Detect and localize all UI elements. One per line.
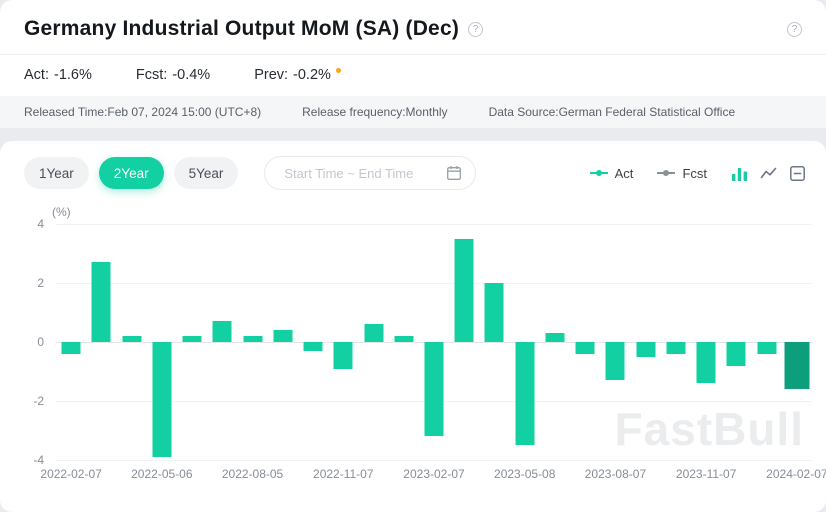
page-title: Germany Industrial Output MoM (SA) (Dec): [24, 17, 460, 40]
stats-row: Act: -1.6% Fcst: -0.4% Prev: -0.2%: [0, 55, 826, 96]
legend-fcst-label: Fcst: [682, 165, 707, 181]
x-axis-label: 2022-05-06: [131, 467, 193, 481]
x-axis-label: 2023-05-08: [494, 467, 556, 481]
x-axis-label: 2024-02-07: [766, 467, 826, 481]
chart-card: 1Year 2Year 5Year Start Time ~ End Time: [0, 141, 826, 512]
bar[interactable]: [545, 333, 565, 342]
bar[interactable]: [394, 336, 414, 342]
chart-type-switcher: [731, 165, 806, 182]
gridline: [56, 460, 812, 461]
act-value: -1.6%: [53, 67, 92, 83]
stat-forecast: Fcst: -0.4%: [136, 67, 210, 83]
bar[interactable]: [696, 342, 716, 384]
y-axis-label: 4: [37, 217, 44, 231]
act-label: Act:: [24, 67, 49, 83]
prev-value: -0.2%: [293, 67, 331, 83]
bar[interactable]: [454, 238, 474, 342]
calendar-icon: [446, 165, 462, 181]
chart: (%) 4 2 0 -2 -4 FastBull 2022-02-07 2022-05-0…: [0, 200, 826, 512]
bar[interactable]: [243, 336, 263, 342]
y-axis-label: 2: [37, 276, 44, 290]
x-axis-label: 2023-11-07: [675, 467, 737, 481]
bar[interactable]: [333, 342, 353, 369]
bar[interactable]: [636, 342, 656, 357]
legend-item-act[interactable]: Act: [589, 165, 634, 181]
revision-dot: [335, 68, 341, 73]
chart-grid: 4 2 0 -2 -4 FastBull 2022-02-07 2022-05-06 202…: [14, 217, 826, 481]
bar[interactable]: [152, 342, 172, 458]
chart-toolbar: 1Year 2Year 5Year Start Time ~ End Time: [0, 141, 826, 200]
legend: Act Fcst: [589, 165, 707, 181]
bar[interactable]: [575, 342, 595, 354]
fcst-value: -0.4%: [172, 67, 211, 83]
release-frequency: Release frequency:Monthly: [302, 105, 448, 119]
gridline: [56, 224, 812, 225]
date-range-placeholder: Start Time ~ End Time: [284, 165, 414, 181]
fcst-label: Fcst:: [135, 67, 168, 83]
bar[interactable]: [91, 262, 111, 342]
bar-chart-icon[interactable]: [731, 165, 748, 182]
help-icon[interactable]: ?: [468, 21, 484, 37]
y-axis: 4 2 0 -2 -4: [14, 217, 56, 467]
header-block: Germany Industrial Output MoM (SA) (Dec)…: [0, 0, 826, 128]
meta-bar: Released Time:Feb 07, 2024 15:00 (UTC+8)…: [0, 96, 826, 128]
bar[interactable]: [122, 336, 142, 342]
bar[interactable]: [784, 342, 810, 390]
toolbar-right: Act Fcst: [589, 165, 806, 182]
range-button-1year[interactable]: 1Year: [24, 157, 89, 189]
stat-previous: Prev: -0.2%: [254, 67, 341, 83]
x-axis-label: 2023-08-07: [584, 467, 647, 481]
gridline: [56, 283, 812, 284]
y-axis-unit: (%): [52, 205, 71, 219]
bar[interactable]: [182, 336, 202, 342]
range-button-2year[interactable]: 2Year: [98, 157, 164, 189]
bar[interactable]: [484, 283, 504, 342]
act-series-marker: [589, 172, 608, 174]
bar[interactable]: [303, 342, 323, 351]
x-axis-label: 2023-02-07: [403, 467, 465, 481]
y-axis-label: -4: [33, 453, 44, 467]
bar[interactable]: [515, 342, 535, 446]
fcst-series-marker: [657, 172, 676, 174]
data-source: Data Source:German Federal Statistical O…: [488, 105, 736, 119]
legend-item-fcst[interactable]: Fcst: [657, 166, 707, 181]
k-line-icon[interactable]: [789, 165, 806, 182]
bar[interactable]: [757, 342, 777, 354]
x-axis: 2022-02-07 2022-05-06 2022-08-05 2022-11-07…: [40, 460, 826, 486]
bar[interactable]: [364, 324, 384, 342]
bar[interactable]: [424, 342, 444, 437]
help-icon-right[interactable]: ?: [787, 21, 802, 37]
stat-actual: Act: -1.6%: [24, 67, 92, 83]
legend-act-label: Act: [614, 165, 634, 181]
y-axis-label: -2: [33, 394, 44, 408]
bar[interactable]: [726, 342, 746, 366]
bar[interactable]: [666, 342, 686, 354]
range-button-5year[interactable]: 5Year: [173, 157, 239, 189]
plot-area: FastBull 2022-02-07 2022-05-06 2022-08-05 2…: [40, 224, 826, 481]
bar[interactable]: [273, 330, 293, 342]
x-axis-label: 2022-08-05: [221, 467, 284, 481]
bar[interactable]: [212, 321, 232, 342]
bar[interactable]: [605, 342, 625, 381]
x-axis-label: 2022-11-07: [313, 467, 374, 481]
watermark: FastBull: [614, 403, 804, 455]
released-time: Released Time:Feb 07, 2024 15:00 (UTC+8): [24, 105, 262, 119]
prev-label: Prev:: [254, 67, 289, 83]
section-gap: [0, 128, 826, 141]
y-axis-label: 0: [37, 335, 44, 349]
date-range-input[interactable]: Start Time ~ End Time: [264, 156, 477, 190]
x-axis-label: 2022-02-07: [40, 467, 102, 481]
header: Germany Industrial Output MoM (SA) (Dec)…: [0, 0, 826, 55]
bar[interactable]: [61, 342, 81, 354]
line-chart-icon[interactable]: [760, 165, 777, 182]
